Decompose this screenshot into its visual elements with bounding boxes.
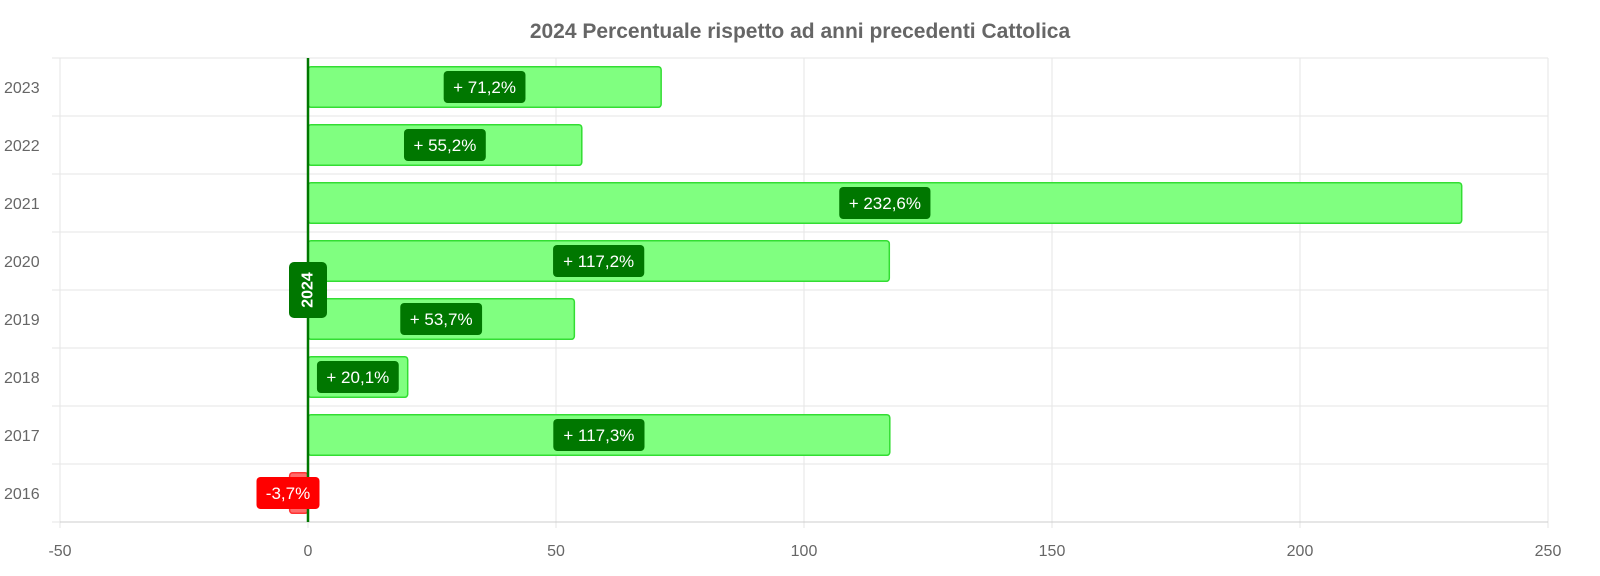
data-label-text: + 117,3% <box>563 426 634 445</box>
y-tick-label: 2022 <box>4 138 40 155</box>
data-label-2023: + 71,2% <box>443 71 526 103</box>
data-label-bg <box>256 477 320 509</box>
data-label-bg <box>443 71 526 103</box>
chart-title: 2024 Percentuale rispetto ad anni preced… <box>530 20 1071 43</box>
y-axis: 2023 2022 2021 2020 2019 2018 2017 2016 <box>4 80 40 503</box>
data-label-2018: + 20,1% <box>316 361 399 393</box>
x-axis: -50 0 50 100 150 200 250 <box>48 543 1561 560</box>
y-tick-label: 2017 <box>4 428 40 445</box>
data-label-2016: -3,7% <box>256 477 320 509</box>
y-tick-label: 2018 <box>4 370 40 387</box>
data-label-bg <box>400 303 483 335</box>
x-tick-label: 250 <box>1535 543 1562 560</box>
reference-line-label: 2024 <box>289 262 327 318</box>
data-label-bg <box>316 361 399 393</box>
y-tick-label: 2020 <box>4 254 40 271</box>
data-label-text: + 20,1% <box>326 368 389 387</box>
x-tick-label: 0 <box>304 543 313 560</box>
reference-label-bg <box>289 262 327 318</box>
data-label-2020: + 117,2% <box>553 245 645 277</box>
x-tick-label: 100 <box>791 543 818 560</box>
data-label-bg <box>553 419 645 451</box>
data-label-bg <box>553 245 645 277</box>
reference-label-text: 2024 <box>300 272 317 308</box>
data-label-2022: + 55,2% <box>403 129 486 161</box>
data-label-bg <box>839 187 931 219</box>
data-label-text: + 232,6% <box>849 194 921 213</box>
grid-layer <box>52 57 1549 528</box>
x-tick-label: -50 <box>48 543 71 560</box>
data-label-text: + 53,7% <box>410 310 473 329</box>
data-label-2019: + 53,7% <box>400 303 483 335</box>
data-label-2017: + 117,3% <box>553 419 645 451</box>
data-label-bg <box>403 129 486 161</box>
x-tick-label: 150 <box>1039 543 1066 560</box>
y-tick-label: 2021 <box>4 196 40 213</box>
x-tick-label: 200 <box>1287 543 1314 560</box>
data-label-text: + 71,2% <box>453 78 516 97</box>
y-tick-label: 2019 <box>4 312 40 329</box>
reference-line-group: 2024 <box>289 58 327 522</box>
y-tick-label: 2023 <box>4 80 40 97</box>
data-labels: + 71,2% + 55,2% + 232,6% + 117,2% + 53,7% + 2… <box>256 71 931 509</box>
data-label-text: + 117,2% <box>563 252 634 271</box>
data-label-2021: + 232,6% <box>839 187 931 219</box>
data-label-text: + 55,2% <box>413 136 476 155</box>
y-tick-label: 2016 <box>4 486 40 503</box>
x-tick-label: 50 <box>547 543 565 560</box>
data-label-text: -3,7% <box>266 484 310 503</box>
